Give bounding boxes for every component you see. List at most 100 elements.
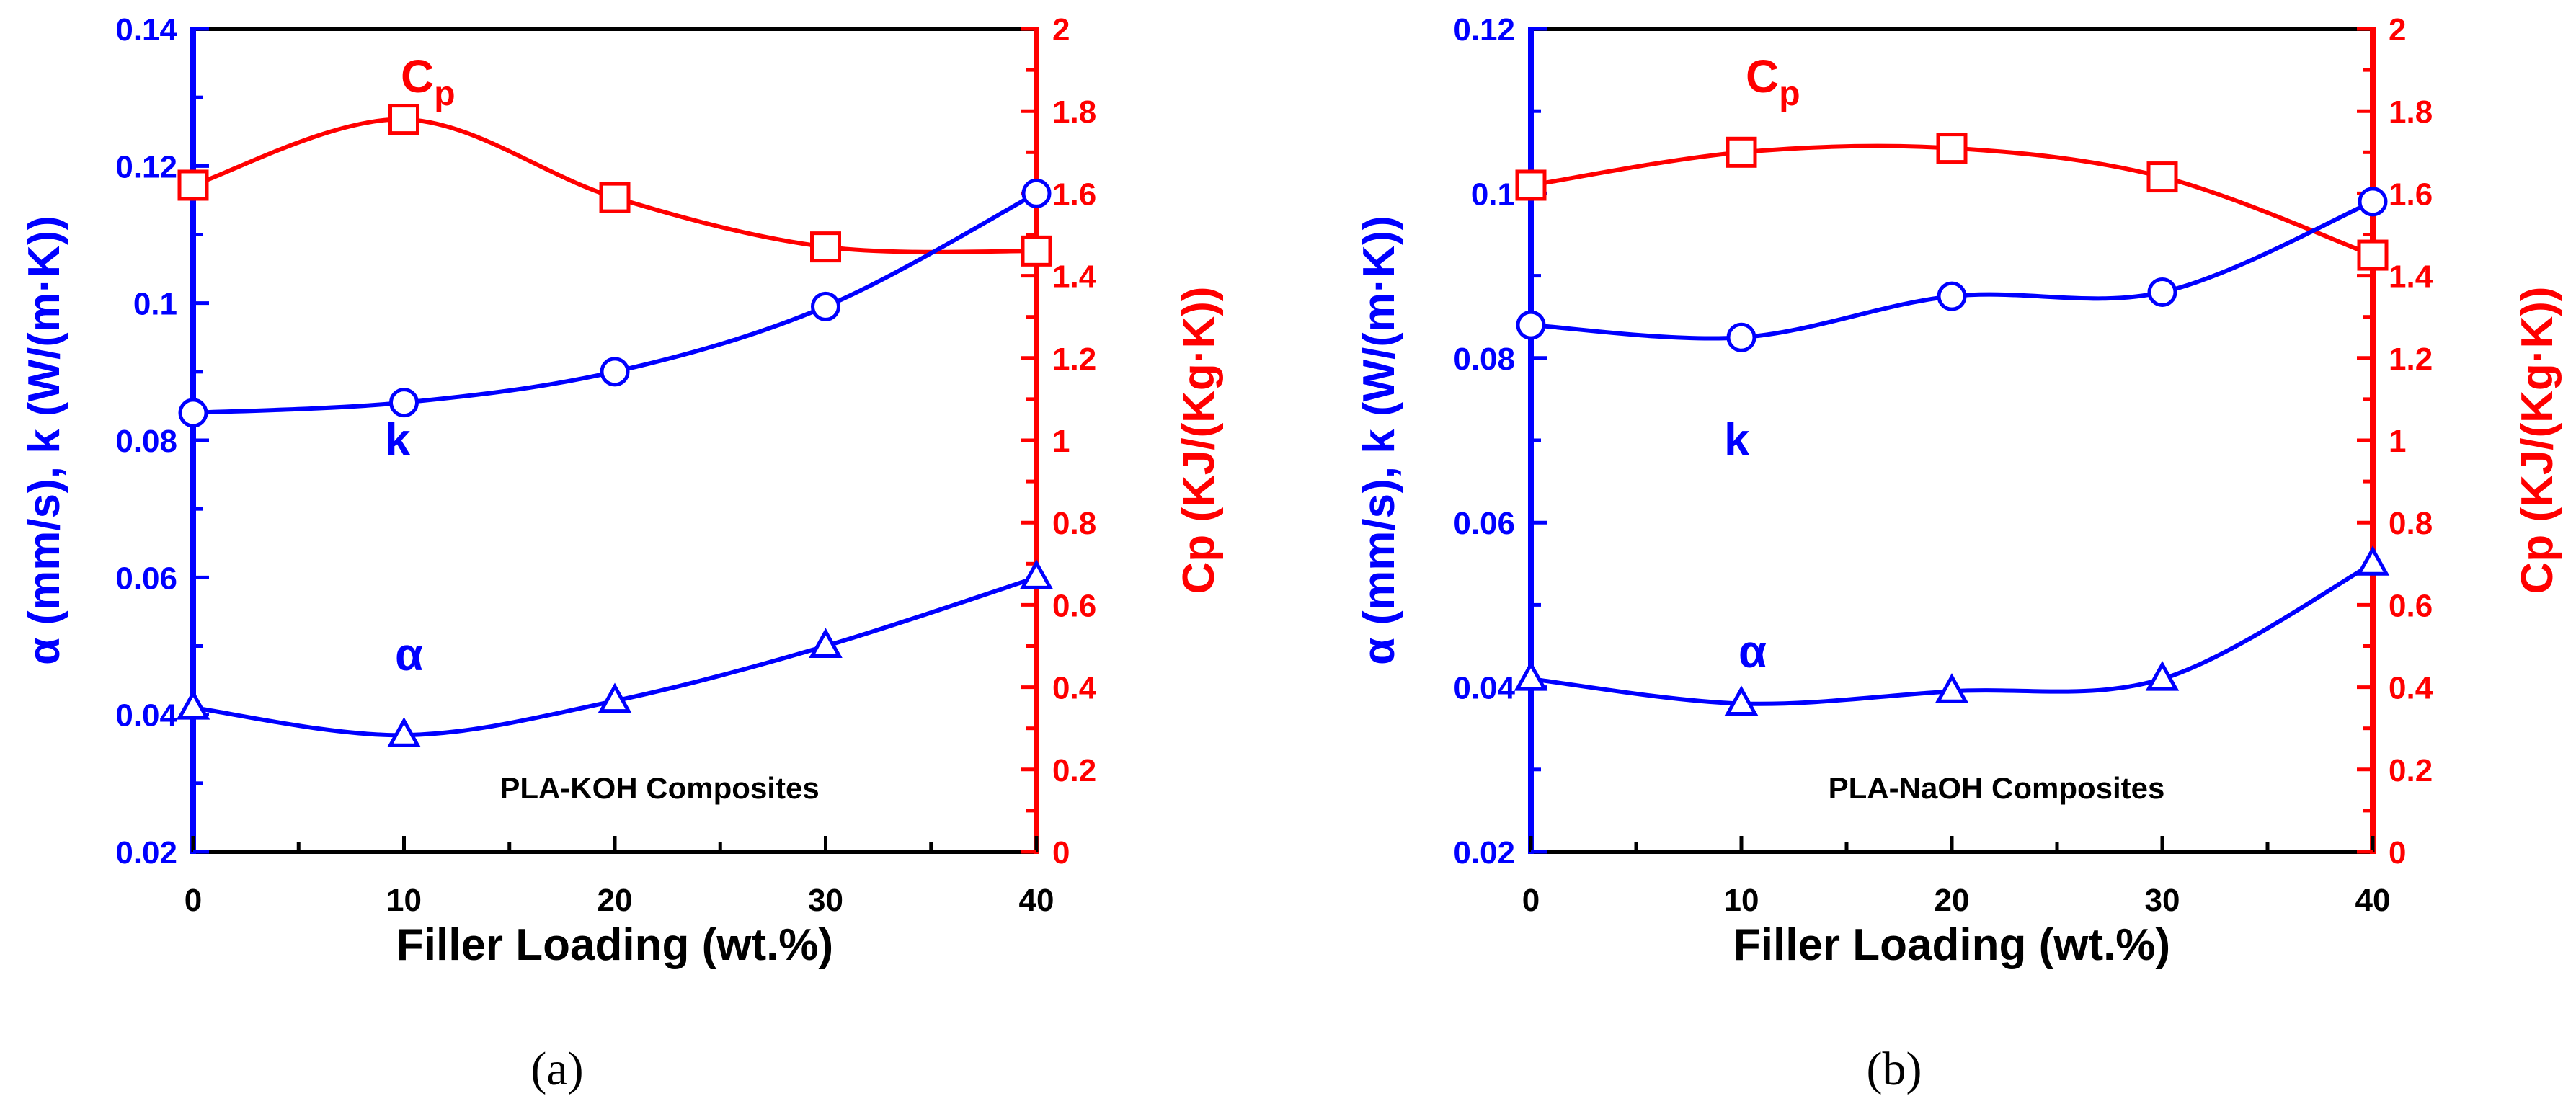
data-point-square	[177, 169, 209, 201]
y-right-tick-label: 0.6	[2389, 588, 2433, 623]
data-point-triangle	[2355, 545, 2390, 576]
y-left-tick-label: 0.12	[1453, 12, 1515, 48]
chart-annotation: PLA-KOH Composites	[499, 771, 819, 805]
y-left-tick-label: 0.04	[1453, 671, 1515, 706]
data-point-triangle	[598, 682, 632, 713]
y-right-tick-label: 1.6	[1052, 177, 1096, 212]
y-left-tick-label: 0.1	[133, 287, 177, 322]
data-point-circle	[1726, 322, 1756, 352]
series-label-text: k	[1724, 414, 1750, 466]
x-tick-label: 20	[1935, 883, 1970, 918]
y-right-tick-label: 1.2	[1052, 342, 1096, 377]
y-right-tick-label: 0.6	[1052, 588, 1096, 623]
y-right-tick-label: 0	[1052, 835, 1070, 870]
y-right-tick-label: 2	[1052, 12, 1070, 48]
series-label-text: k	[385, 414, 411, 466]
data-point-circle	[1937, 281, 1967, 311]
y-left-tick-label: 0.06	[115, 561, 177, 596]
y-left-tick-label: 0.14	[115, 12, 177, 48]
y-left-tick-label: 0.06	[1453, 506, 1515, 541]
y-left-axis-title: α (mm/s), k (W/(m·K))	[1354, 215, 1404, 665]
data-point-circle	[2358, 187, 2388, 217]
data-point-square	[1936, 133, 1968, 164]
data-point-triangle	[2145, 661, 2180, 691]
data-point-circle	[2147, 277, 2177, 307]
x-tick-label: 10	[386, 883, 422, 918]
series-label-k: k	[385, 414, 411, 466]
x-tick-label: 30	[808, 883, 843, 918]
data-point-triangle	[1514, 661, 1548, 691]
y-right-tick-label: 0.2	[1052, 753, 1096, 788]
data-point-square	[2146, 161, 2178, 193]
y-left-tick-label: 0.02	[115, 835, 177, 870]
data-point-triangle	[1935, 673, 1969, 703]
data-point-square	[2357, 239, 2389, 271]
series-label-Cp: Cp	[401, 50, 456, 113]
y-right-tick-label: 1.8	[1052, 94, 1096, 130]
data-point-circle	[600, 357, 630, 387]
y-right-tick-label: 1.2	[2389, 342, 2433, 377]
y-right-tick-label: 0.2	[2389, 753, 2433, 788]
y-right-tick-label: 0.8	[1052, 506, 1096, 541]
y-left-tick-label: 0.12	[115, 149, 177, 184]
x-axis-title: Filler Loading (wt.%)	[396, 920, 833, 970]
y-left-axis-title: α (mm/s), k (W/(m·K))	[19, 215, 69, 665]
data-point-triangle	[809, 628, 843, 658]
y-right-tick-label: 0.4	[2389, 671, 2433, 706]
chart-annotation: PLA-NaOH Composites	[1829, 771, 2165, 805]
series-label-text: C	[401, 50, 434, 102]
y-right-tick-label: 0	[2389, 835, 2406, 870]
data-point-triangle	[387, 717, 421, 747]
data-point-square	[810, 231, 841, 263]
series-label-subscript: p	[1779, 75, 1800, 113]
y-left-tick-label: 0.04	[115, 698, 177, 734]
series-label-text: α	[395, 628, 423, 680]
y-right-axis-title: Cp (KJ/(Kg·K))	[1174, 286, 1224, 594]
y-right-tick-label: 1.4	[1052, 259, 1097, 295]
y-right-tick-label: 0.8	[2389, 506, 2433, 541]
data-point-circle	[178, 398, 208, 428]
y-left-tick-label: 0.02	[1453, 835, 1515, 870]
data-point-triangle	[176, 690, 210, 720]
chart-panel-a: 0 10 20 30 40 0.02 0.04 0.06 0.08 0.1 0.12 0.14 0 0.2…	[19, 12, 1224, 1095]
y-left-tick-label: 0.08	[115, 424, 177, 459]
series-label-k: k	[1724, 414, 1750, 466]
y-right-axis-title: Cp (KJ/(Kg·K))	[2513, 286, 2562, 594]
panel-caption: (b)	[1867, 1043, 1922, 1095]
data-point-circle	[1516, 310, 1546, 340]
data-point-square	[599, 182, 631, 213]
series-label-Cp: Cp	[1746, 50, 1800, 113]
data-point-square	[1515, 169, 1547, 201]
series-label-α: α	[1738, 625, 1767, 677]
y-right-tick-label: 0.4	[1052, 671, 1097, 706]
data-point-triangle	[1724, 685, 1759, 716]
y-right-tick-label: 1	[2389, 424, 2406, 459]
x-axis-title: Filler Loading (wt.%)	[1733, 920, 2170, 970]
x-tick-label: 40	[1019, 883, 1054, 918]
chart-panel-b: 0 10 20 30 40 0.02 0.04 0.06 0.08 0.1 0.12 0 0.2 0.4 0…	[1354, 12, 2562, 1095]
y-left-tick-label: 0.1	[1471, 177, 1515, 212]
x-tick-label: 20	[598, 883, 633, 918]
data-point-square	[1726, 136, 1757, 168]
data-point-square	[388, 104, 419, 135]
data-point-circle	[811, 291, 840, 321]
data-point-circle	[389, 388, 419, 418]
x-tick-label: 40	[2355, 883, 2391, 918]
x-tick-label: 30	[2145, 883, 2180, 918]
y-left-tick-label: 0.08	[1453, 342, 1515, 377]
series-label-text: α	[1738, 625, 1767, 677]
series-line-k	[1530, 200, 2374, 341]
panel-caption: (a)	[530, 1043, 583, 1095]
y-right-tick-label: 2	[2389, 12, 2406, 48]
x-tick-label: 0	[185, 883, 202, 918]
series-label-text: C	[1746, 50, 1779, 102]
y-right-tick-label: 1.6	[2389, 177, 2433, 212]
y-right-tick-label: 1	[1052, 424, 1070, 459]
data-point-circle	[1021, 178, 1052, 208]
x-tick-label: 10	[1724, 883, 1759, 918]
y-right-tick-label: 1.8	[2389, 94, 2433, 130]
x-tick-label: 0	[1522, 883, 1540, 918]
series-label-subscript: p	[434, 75, 455, 113]
y-right-tick-label: 1.4	[2389, 259, 2433, 295]
